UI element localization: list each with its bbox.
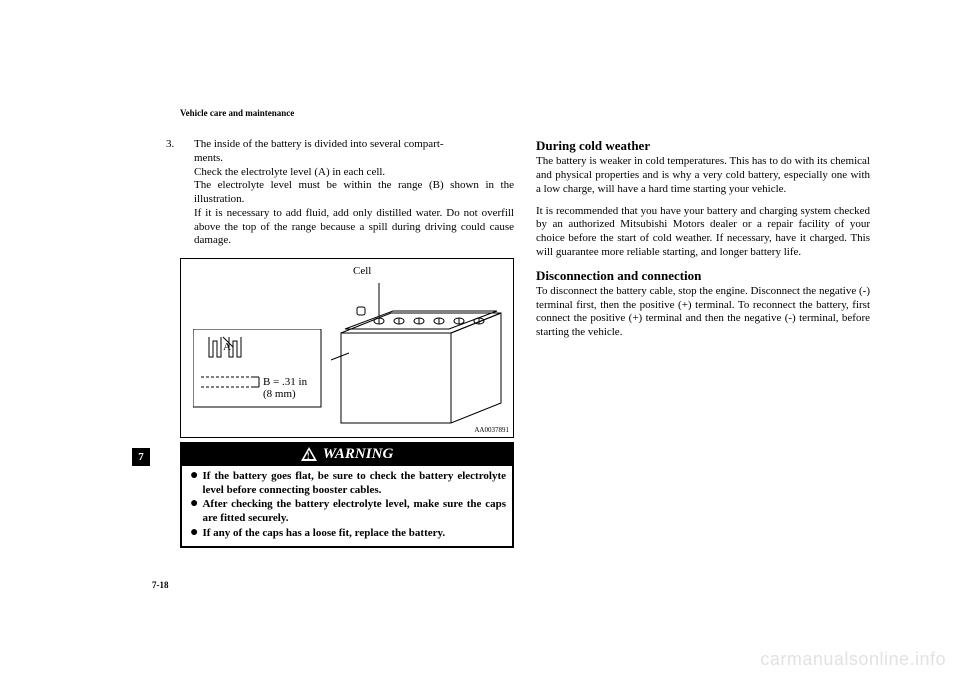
chapter-tab: 7	[132, 448, 150, 466]
bullet-icon: ●	[190, 470, 198, 481]
cold-weather-p1: The battery is weaker in cold temperatur…	[536, 155, 870, 196]
step-text-5: If it is necessary to add fluid, add onl…	[194, 207, 514, 248]
warning-box: ! WARNING ● If the battery goes flat, be…	[180, 442, 514, 548]
inset-drawing	[193, 329, 323, 409]
warning-title: WARNING	[323, 445, 394, 464]
warning-header: ! WARNING	[182, 444, 512, 466]
step-number: 3.	[180, 138, 194, 152]
warning-text-2: After checking the battery electrolyte l…	[202, 498, 506, 526]
warning-item-3: ● If any of the caps has a loose fit, re…	[190, 527, 506, 541]
section-header: Vehicle care and maintenance	[180, 108, 870, 118]
bullet-icon: ●	[190, 498, 198, 509]
battery-drawing	[331, 283, 511, 433]
bullet-icon: ●	[190, 527, 198, 538]
cell-label: Cell	[353, 265, 371, 279]
warning-body: ● If the battery goes flat, be sure to c…	[182, 466, 512, 546]
battery-figure: Cell A B = .31 in (8 mm) AA0037891	[180, 258, 514, 438]
warning-item-2: ● After checking the battery electrolyte…	[190, 498, 506, 526]
cold-weather-p2: It is recommended that you have your bat…	[536, 205, 870, 260]
warning-text-1: If the battery goes flat, be sure to che…	[202, 470, 506, 498]
warning-triangle-icon: !	[301, 447, 317, 461]
watermark: carmanualsonline.info	[760, 649, 946, 670]
step-text-1: The inside of the battery is divided int…	[194, 138, 444, 150]
disconnection-p: To disconnect the battery cable, stop th…	[536, 285, 870, 340]
manual-page: Vehicle care and maintenance 3.The insid…	[150, 108, 870, 548]
left-column: 3.The inside of the battery is divided i…	[180, 138, 514, 548]
warning-item-1: ● If the battery goes flat, be sure to c…	[190, 470, 506, 498]
page-number: 7-18	[152, 580, 169, 590]
right-column: During cold weather The battery is weake…	[536, 138, 870, 548]
heading-disconnection: Disconnection and connection	[536, 268, 870, 284]
step-text-4: The electrolyte level must be within the…	[194, 179, 514, 207]
heading-cold-weather: During cold weather	[536, 138, 870, 154]
step-text-2: ments.	[194, 152, 514, 166]
step-text-3: Check the electrolyte level (A) in each …	[194, 166, 514, 180]
warning-text-3: If any of the caps has a loose fit, repl…	[202, 527, 506, 541]
step-3: 3.The inside of the battery is divided i…	[180, 138, 514, 248]
content-columns: 3.The inside of the battery is divided i…	[150, 138, 870, 548]
